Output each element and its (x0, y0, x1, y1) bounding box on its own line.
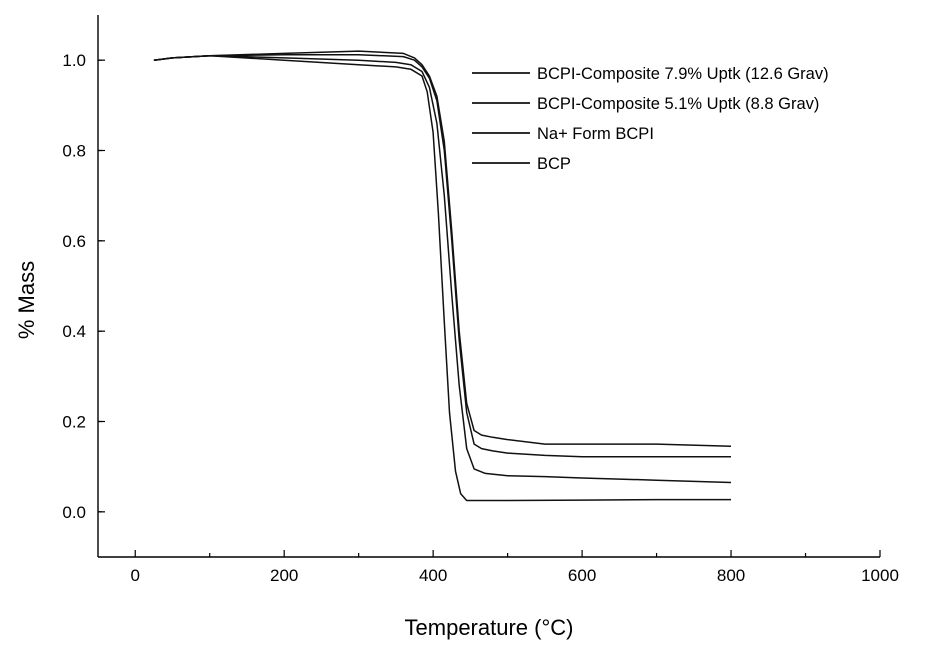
x-axis-title: Temperature (°C) (405, 615, 574, 640)
x-tick-label: 400 (419, 566, 447, 585)
y-tick-label: 1.0 (62, 51, 86, 70)
legend-label: Na+ Form BCPI (537, 125, 654, 143)
series-line-4 (153, 54, 731, 502)
y-tick-label: 0.2 (62, 413, 86, 432)
y-tick-label: 0.4 (62, 322, 86, 341)
y-axis-ticks: 0.0 0.2 0.4 0.6 0.8 1.0 (62, 51, 105, 522)
x-tick-label: 600 (568, 566, 596, 585)
x-axis-ticks: 0 200 400 600 800 1000 (131, 550, 899, 585)
legend: BCPI-Composite 7.9% Uptk (12.6 Grav) BCPI… (472, 65, 829, 173)
x-tick-label: 1000 (861, 566, 899, 585)
y-tick-label: 0.0 (62, 503, 86, 522)
x-tick-label: 800 (717, 566, 745, 585)
legend-label: BCPI-Composite 5.1% Uptk (8.8 Grav) (537, 95, 819, 113)
plot-axes (97, 15, 880, 558)
y-tick-label: 0.6 (62, 232, 86, 251)
legend-label: BCPI-Composite 7.9% Uptk (12.6 Grav) (537, 65, 829, 83)
x-tick-label: 0 (131, 566, 140, 585)
series-group (153, 50, 732, 502)
y-axis-title: % Mass (14, 261, 39, 339)
x-tick-label: 200 (270, 566, 298, 585)
series-line-3 (153, 54, 732, 484)
legend-label: BCP (537, 155, 571, 173)
y-tick-label: 0.8 (62, 142, 86, 161)
series-line-2 (153, 53, 731, 458)
